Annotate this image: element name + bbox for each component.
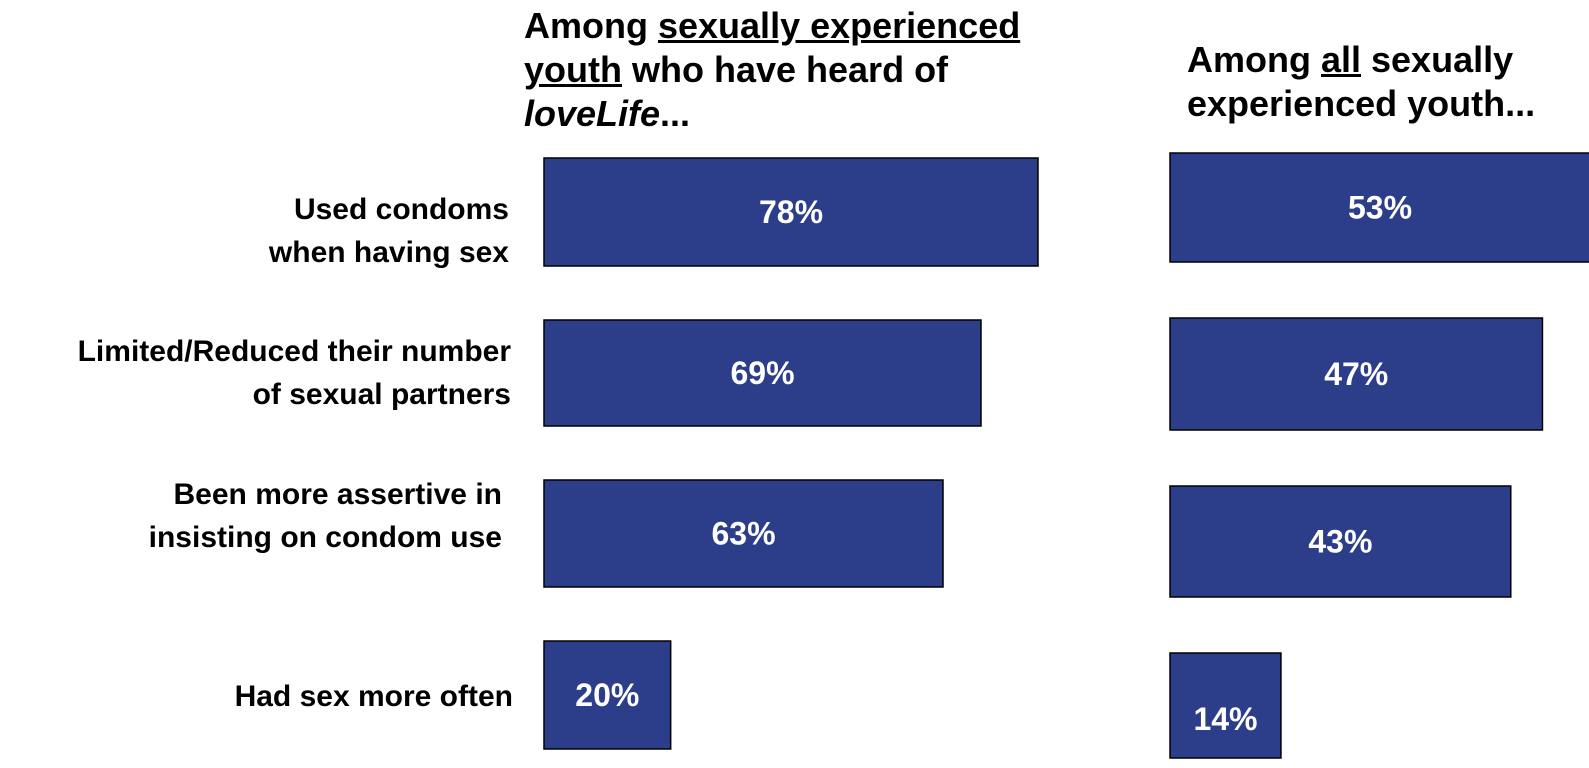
title-part: Among <box>1187 39 1321 80</box>
title-part: sexually experienced youth <box>524 5 1021 90</box>
bar-value-label-heard-of-lovelife-2: 63% <box>711 516 775 552</box>
category-label-used-condoms: Used condoms when having sex <box>268 193 509 269</box>
bar-value-label-heard-of-lovelife-3: 20% <box>575 677 639 713</box>
bar-value-label-heard-of-lovelife-1: 69% <box>730 355 794 391</box>
bar-value-label-all-youth-1: 47% <box>1324 356 1388 392</box>
left-panel-title: Among sexually experienced youth who hav… <box>524 4 1104 136</box>
bar-all-youth-1 <box>1169 317 1544 431</box>
bar-heard-of-lovelife-3 <box>543 640 672 750</box>
bar-heard-of-lovelife-1 <box>543 319 982 427</box>
bar-heard-of-lovelife-0 <box>543 157 1039 267</box>
category-label-limited-partners: Limited/Reduced their number of sexual p… <box>77 335 511 411</box>
title-part: ... <box>660 93 691 134</box>
title-part: who have heard of <box>621 49 949 90</box>
category-label-more-assertive: Been more assertive in insisting on cond… <box>148 478 502 554</box>
category-label-sex-more-often: Had sex more often <box>234 680 513 713</box>
bar-all-youth-0 <box>1169 152 1589 263</box>
bar-heard-of-lovelife-2 <box>543 479 944 588</box>
bar-all-youth-3 <box>1169 652 1282 759</box>
bar-value-label-all-youth-3: 14% <box>1193 701 1257 737</box>
right-panel-title: Among all sexually experienced youth... <box>1187 38 1587 126</box>
bar-value-label-all-youth-2: 43% <box>1308 524 1372 560</box>
title-part: loveLife <box>524 93 661 134</box>
title-part: sexually experienced youth... <box>1187 39 1536 124</box>
bar-all-youth-2 <box>1169 485 1512 598</box>
bar-value-label-all-youth-0: 53% <box>1348 190 1412 226</box>
title-part: Among <box>524 5 658 46</box>
title-part: all <box>1320 39 1362 80</box>
bar-value-label-heard-of-lovelife-0: 78% <box>759 194 823 230</box>
